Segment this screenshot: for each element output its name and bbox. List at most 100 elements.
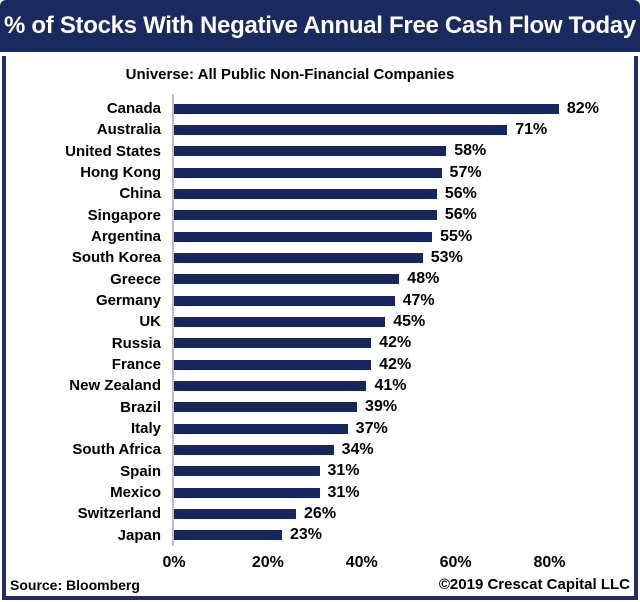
country-label: Russia — [111, 334, 161, 352]
country-label: Hong Kong — [80, 164, 161, 182]
value-label: 53% — [430, 248, 463, 266]
value-label: 34% — [341, 440, 374, 458]
bar-area: 56% — [172, 205, 634, 226]
value-label: 45% — [393, 312, 426, 330]
x-tick-label: 20% — [251, 554, 284, 571]
value-label: 31% — [327, 462, 360, 480]
chart-row: France 42% — [6, 354, 634, 375]
value-label: 58% — [454, 142, 487, 160]
bar-area: 58% — [172, 141, 634, 162]
chart-row: New Zealand 41% — [6, 375, 634, 396]
bar — [174, 252, 423, 263]
country-label: Switzerland — [77, 505, 161, 523]
chart-row: UK 45% — [6, 311, 634, 332]
bar — [174, 466, 320, 477]
bar-area: 48% — [172, 269, 634, 290]
bar — [174, 295, 395, 306]
country-label: Brazil — [120, 398, 161, 416]
country-label: Italy — [130, 420, 161, 438]
value-label: 71% — [515, 120, 548, 138]
chart-row: Mexico 31% — [6, 482, 634, 503]
bar-area: 37% — [172, 418, 634, 439]
chart-row: Greece 48% — [6, 269, 634, 290]
country-label: Canada — [106, 100, 161, 118]
country-label: Australia — [96, 121, 161, 139]
country-label: UK — [139, 313, 161, 331]
chart-frame: Universe: All Public Non-Financial Compa… — [2, 56, 638, 600]
country-label: Argentina — [90, 228, 161, 246]
value-label: 56% — [444, 206, 477, 224]
bar-area: 41% — [172, 375, 634, 396]
bar-area: 39% — [172, 397, 634, 418]
value-label: 56% — [444, 184, 477, 202]
chart-row: Hong Kong 57% — [6, 162, 634, 183]
bar-area: 57% — [172, 162, 634, 183]
bar — [174, 188, 437, 199]
chart-row: Australia 71% — [6, 119, 634, 140]
country-label: Germany — [95, 292, 161, 310]
country-label: France — [111, 356, 161, 374]
value-label: 26% — [304, 504, 337, 522]
value-label: 41% — [374, 376, 407, 394]
bar — [174, 530, 282, 541]
chart-subtitle: Universe: All Public Non-Financial Compa… — [125, 65, 455, 83]
bar-area: 34% — [172, 439, 634, 460]
bar-area: 31% — [172, 482, 634, 503]
chart-footer: Source: Bloomberg ©2019 Crescat Capital … — [6, 576, 634, 596]
bar-area: 31% — [172, 461, 634, 482]
subtitle-area: Universe: All Public Non-Financial Compa… — [6, 56, 634, 92]
x-tick-label: 40% — [345, 554, 378, 571]
source-note: Source: Bloomberg — [10, 577, 140, 593]
value-label: 37% — [355, 419, 388, 437]
bar-area: 42% — [172, 354, 634, 375]
bar-area: 82% — [172, 98, 634, 119]
copyright-note: ©2019 Crescat Capital LLC — [438, 576, 630, 593]
chart-row: Germany 47% — [6, 290, 634, 311]
chart-row: Switzerland 26% — [6, 503, 634, 524]
country-label: Mexico — [110, 484, 161, 502]
country-label: China — [119, 185, 161, 203]
x-tick-label: 0% — [162, 554, 186, 571]
value-label: 42% — [379, 355, 412, 373]
chart-row: Canada 82% — [6, 98, 634, 119]
chart-row: Japan 23% — [6, 525, 634, 546]
chart-row: South Korea 53% — [6, 247, 634, 268]
value-label: 39% — [365, 398, 398, 416]
value-label: 82% — [566, 99, 599, 117]
bar — [174, 508, 297, 519]
value-label: 23% — [289, 526, 322, 544]
bar-area: 55% — [172, 226, 634, 247]
bar — [174, 487, 320, 498]
bar-area: 56% — [172, 183, 634, 204]
country-label: Greece — [110, 270, 161, 288]
bar — [174, 423, 348, 434]
bar — [174, 380, 367, 391]
country-label: South Africa — [72, 441, 161, 459]
chart-row: United States 58% — [6, 141, 634, 162]
bar — [174, 146, 447, 157]
bar — [174, 231, 433, 242]
bar — [174, 402, 358, 413]
bar-area: 23% — [172, 525, 634, 546]
x-tick-label: 80% — [533, 554, 566, 571]
chart-row: Argentina 55% — [6, 226, 634, 247]
chart-row: Russia 42% — [6, 333, 634, 354]
chart-plot-area: Canada 82% Australia 71% United States 58% Hon… — [6, 94, 634, 546]
y-axis-line — [172, 94, 174, 546]
chart-row: China 56% — [6, 183, 634, 204]
country-label: United States — [65, 142, 161, 160]
country-label: Spain — [120, 462, 161, 480]
country-label: Japan — [117, 526, 161, 544]
country-label: Singapore — [87, 206, 161, 224]
x-axis-ticks: 0% 20% 40% 60% 80% — [162, 550, 634, 576]
bar — [174, 167, 442, 178]
country-label: New Zealand — [69, 377, 161, 395]
bar-area: 45% — [172, 311, 634, 332]
bar — [174, 274, 400, 285]
x-tick-label: 60% — [439, 554, 472, 571]
value-label: 42% — [379, 334, 412, 352]
bar — [174, 103, 559, 114]
value-label: 57% — [449, 163, 482, 181]
chart-header-band: % of Stocks With Negative Annual Free Ca… — [0, 0, 640, 52]
